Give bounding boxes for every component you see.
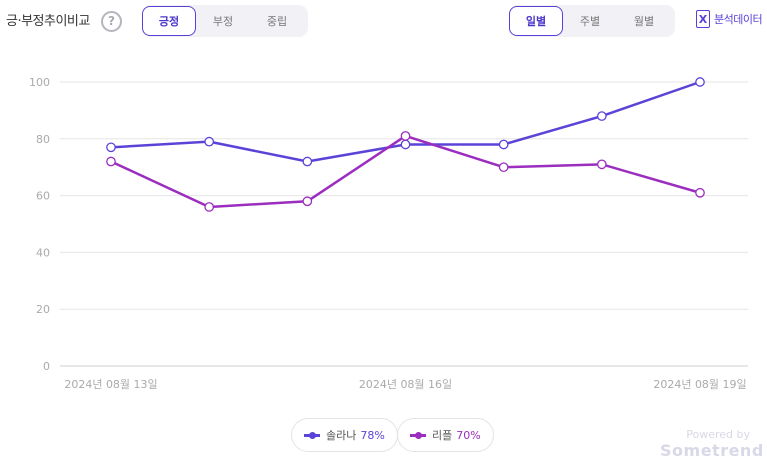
line-chart: 0 20 40 60 80 100 2024년 08월 13일 2024년 08월 16일 20… — [29, 76, 748, 391]
legend-pct-series-1: 78% — [360, 428, 385, 442]
tab-negative[interactable]: 부정 — [212, 15, 234, 28]
data-point — [106, 156, 116, 167]
y-tick-label: 40 — [36, 246, 50, 259]
data-point — [596, 111, 607, 121]
y-tick-label: 80 — [36, 133, 50, 146]
y-tick-label: 20 — [36, 303, 50, 316]
legend-item-series-2[interactable]: 리플 70% — [397, 418, 494, 452]
data-point — [302, 196, 313, 207]
x-tick-label: 2024년 08월 19일 — [653, 377, 746, 391]
legend-pct-series-2: 70% — [456, 428, 481, 442]
tab-daily[interactable]: 일별 — [509, 6, 563, 36]
sentiment-tab-group: 긍정 부정 중립 — [142, 5, 308, 37]
data-point — [302, 156, 313, 167]
data-point — [596, 159, 607, 170]
help-icon[interactable]: ? — [101, 11, 122, 32]
data-point — [106, 142, 116, 153]
data-point — [498, 162, 509, 173]
tab-monthly[interactable]: 월별 — [633, 15, 655, 28]
x-tick-label: 2024년 08월 13일 — [64, 377, 157, 391]
data-point — [498, 139, 509, 150]
y-tick-label: 0 — [43, 360, 50, 373]
legend-item-series-1[interactable]: 솔라나 78% — [291, 418, 398, 452]
data-point — [400, 131, 411, 141]
period-tab-group: 일별 주별 월별 — [509, 5, 675, 37]
tab-neutral[interactable]: 중립 — [266, 15, 288, 28]
page-title: 긍·부정추이비교 — [6, 14, 90, 29]
y-tick-label: 60 — [36, 190, 50, 203]
series-line-1 — [110, 80, 701, 163]
data-point — [204, 202, 215, 212]
legend-label-series-1: 솔라나 — [326, 429, 357, 442]
tab-positive[interactable]: 긍정 — [142, 6, 196, 36]
export-data-button[interactable]: X 분석데이터 — [696, 10, 763, 28]
export-data-label: 분석데이터 — [714, 13, 763, 26]
brand-name: Sometrend — [660, 441, 764, 460]
legend-swatch-series-2 — [410, 431, 426, 439]
legend-swatch-series-1 — [304, 431, 320, 439]
data-point — [695, 187, 705, 198]
tab-weekly[interactable]: 주별 — [579, 15, 601, 28]
powered-by-text: Powered by — [686, 428, 750, 441]
y-tick-label: 100 — [29, 76, 50, 89]
data-point — [695, 77, 705, 87]
data-point — [204, 136, 215, 147]
data-point — [400, 139, 411, 150]
powered-by-logo: Powered by Sometrend — [660, 428, 764, 460]
x-tick-label: 2024년 08월 16일 — [359, 377, 452, 391]
legend-label-series-2: 리플 — [432, 429, 453, 442]
excel-icon: X — [696, 10, 710, 28]
